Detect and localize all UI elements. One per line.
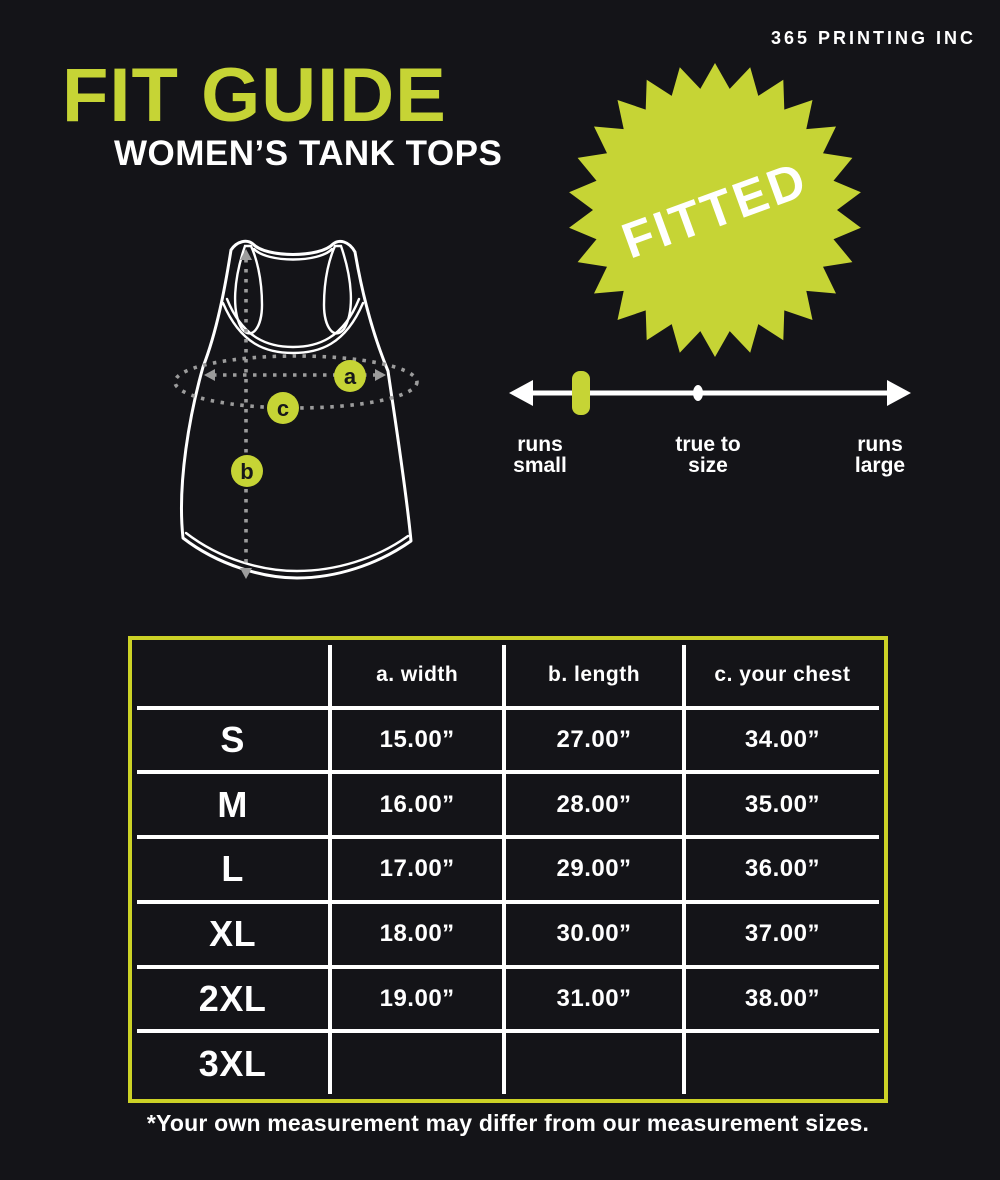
tank-outline [180, 239, 413, 580]
chest-cell: 35.00” [685, 774, 879, 836]
length-arrow-up-icon [240, 249, 252, 260]
starburst-icon [569, 63, 861, 357]
page-subtitle: WOMEN’S TANK TOPS [114, 134, 503, 173]
length-cell: 29.00” [506, 839, 682, 900]
measure-point-c [267, 392, 299, 424]
chest-cell: 34.00” [685, 709, 879, 771]
tank-front-scoop [221, 301, 365, 355]
size-cell: XL [137, 903, 329, 965]
measure-letter-b: b [240, 459, 253, 484]
width-arrow-left-icon [204, 369, 215, 381]
length-cell: 30.00” [506, 903, 682, 965]
tank-armhole-left [233, 244, 264, 335]
size-cell: M [137, 774, 329, 836]
brand-name: 365 PRINTING INC [770, 28, 976, 48]
scale-label-true-to-size: true to size [675, 433, 741, 477]
column-header-chest: c. your chest [685, 645, 879, 706]
true-to-size-dot [693, 385, 703, 401]
fit-scale [509, 371, 911, 415]
size-table-grid: a. width b. length c. your chest S 15.00… [137, 645, 879, 1094]
measure-letter-c: c [277, 396, 289, 421]
measure-point-a [334, 360, 366, 392]
length-cell: 27.00” [506, 709, 682, 771]
width-cell: 15.00” [332, 709, 503, 771]
tank-armhole-right [322, 244, 353, 335]
column-header-size [137, 645, 329, 706]
length-cell: 28.00” [506, 774, 682, 836]
tank-front-scoop-inner [225, 297, 361, 349]
chest-cell [685, 1033, 879, 1094]
size-cell: 3XL [137, 1033, 329, 1094]
chest-measure-ellipse [173, 354, 419, 410]
width-cell [332, 1033, 503, 1094]
scale-arrow-right-icon [887, 380, 911, 406]
width-cell: 16.00” [332, 774, 503, 836]
measure-point-b [231, 455, 263, 487]
chest-cell: 37.00” [685, 903, 879, 965]
size-cell: S [137, 709, 329, 771]
tank-hem-inner [184, 531, 410, 573]
scale-label-runs-large: runs large [854, 433, 906, 477]
length-arrow-down-icon [240, 568, 252, 579]
size-cell: 2XL [137, 968, 329, 1030]
scale-label-runs-small: runs small [513, 433, 567, 477]
tank-top-diagram: a c b [173, 239, 419, 580]
column-header-width: a. width [332, 645, 503, 706]
page-title: FIT GUIDE [62, 53, 447, 138]
width-arrow-right-icon [375, 369, 386, 381]
chest-cell: 36.00” [685, 839, 879, 900]
fit-indicator-marker [572, 371, 590, 415]
fitted-badge: FITTED [569, 63, 861, 357]
length-cell [506, 1033, 682, 1094]
tank-neckline-inner [252, 247, 334, 261]
measure-letter-a: a [344, 364, 357, 389]
scale-line [529, 390, 891, 396]
length-cell: 31.00” [506, 968, 682, 1030]
column-header-length: b. length [506, 645, 682, 706]
width-cell: 17.00” [332, 839, 503, 900]
measurement-disclaimer: *Your own measurement may differ from ou… [146, 1110, 870, 1136]
width-cell: 19.00” [332, 968, 503, 1030]
chest-cell: 38.00” [685, 968, 879, 1030]
size-table: a. width b. length c. your chest S 15.00… [128, 636, 888, 1103]
width-cell: 18.00” [332, 903, 503, 965]
size-cell: L [137, 839, 329, 900]
scale-arrow-left-icon [509, 380, 533, 406]
